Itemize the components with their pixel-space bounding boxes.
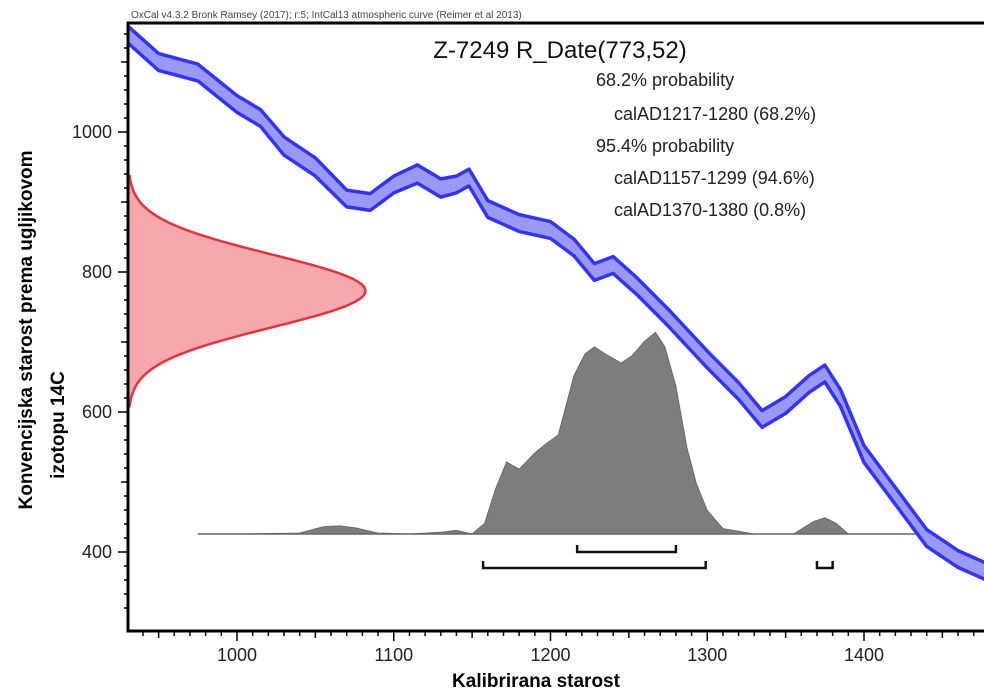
x-axis-title: Kalibrirana starost [452,671,621,692]
y-axis-title-line-1: Konvencijska starost prema ugljikovom [16,150,37,509]
sigma2-range-1: calAD1157-1299 (94.6%) [614,168,815,188]
x-tick-label: 1200 [530,645,570,665]
x-axis: 1000 1100 1200 1300 1400 [142,631,975,665]
x-tick-label: 1100 [374,645,413,665]
y-tick-label: 400 [82,542,112,562]
plot-frame [126,21,984,633]
y-axis: 400 600 800 1000 [72,33,128,609]
calibration-curve-lower [128,41,984,581]
calibration-curve-band [128,26,984,579]
sigma2-label: 95.4% probability [596,136,734,156]
y-tick-label: 800 [82,262,112,282]
sigma1-range-1: calAD1217-1280 (68.2%) [614,104,816,124]
x-tick-label: 1000 [217,645,257,665]
x-tick-label: 1400 [844,645,884,665]
chart-title: Z-7249 R_Date(773,52) [433,37,686,64]
calibrated-distribution [197,331,927,535]
range-bracket-row2-1 [481,561,707,570]
sigma2-range-2: calAD1370-1380 (0.8%) [614,200,806,220]
radiocarbon-date-area [128,175,366,408]
radiocarbon-date-curve [128,174,367,408]
y-tick-label: 1000 [72,122,112,142]
y-tick-label: 600 [82,402,112,422]
credit-text: OxCal v4.3.2 Bronk Ramsey (2017); r:5; I… [131,10,522,21]
range-bracket-row2-2 [815,561,834,570]
sigma1-label: 68.2% probability [596,70,734,90]
calibration-curve-upper [128,24,984,565]
range-bracket-row1-1 [575,545,678,554]
y-axis-title-line-2: izotopu 14C [48,371,69,479]
x-tick-label: 1300 [687,645,727,665]
